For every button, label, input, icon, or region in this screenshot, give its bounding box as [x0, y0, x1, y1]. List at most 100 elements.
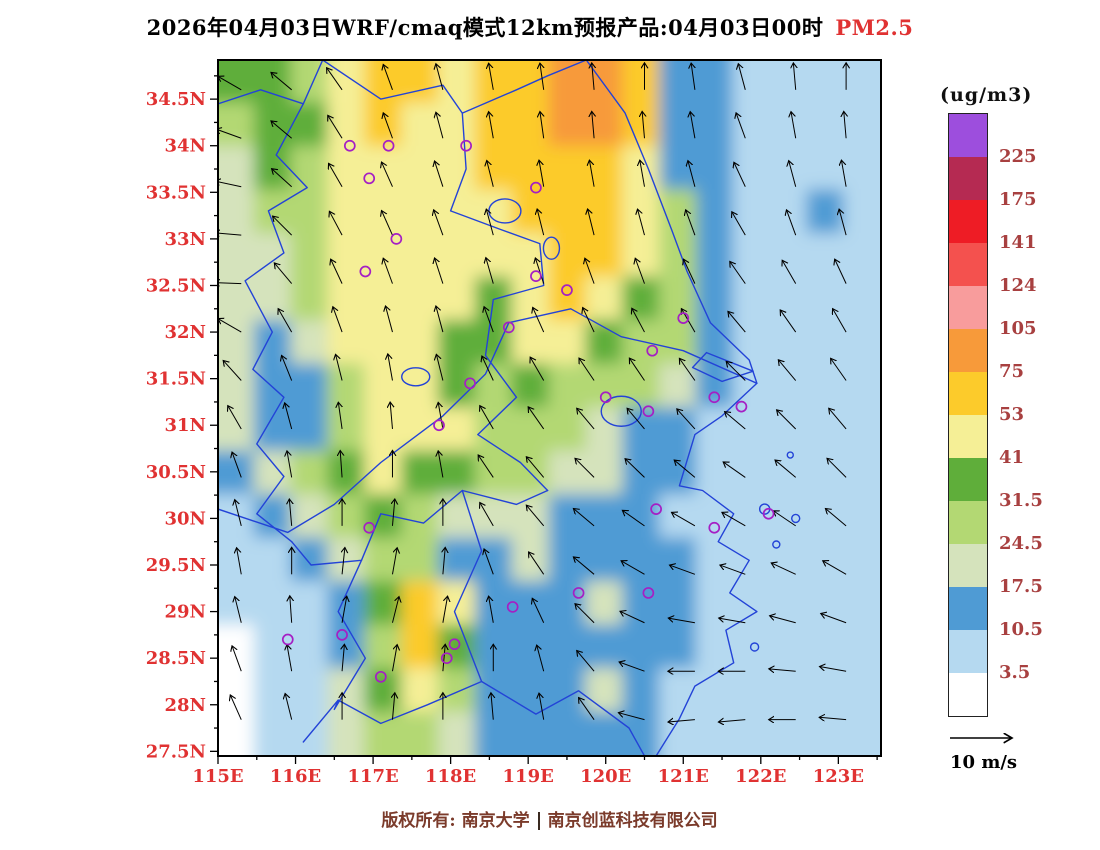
- colorbar-tick-label: 75: [999, 361, 1025, 382]
- heat-cell: [438, 320, 477, 366]
- wind-arrow-icon: [829, 408, 847, 430]
- heat-cell: [474, 233, 514, 279]
- heat-cell: [695, 581, 735, 627]
- heat-cell: [843, 102, 881, 148]
- heat-cell: [401, 276, 440, 322]
- wind-arrow-icon: [823, 561, 847, 575]
- heat-cell: [253, 537, 293, 583]
- wind-arrow-icon: [668, 618, 695, 624]
- wind-arrow-icon: [271, 121, 292, 139]
- heat-cell: [511, 624, 551, 670]
- heat-cell: [548, 320, 588, 366]
- title-species: PM2.5: [835, 15, 914, 40]
- station-marker: [433, 419, 445, 432]
- wind-arrow-icon: [271, 72, 292, 91]
- lon-axis-label: 116E: [270, 766, 321, 787]
- heat-cell: [401, 450, 440, 496]
- colorbar-swatch: [949, 415, 987, 458]
- wind-vector-layer: [218, 63, 847, 722]
- heat-cell: [769, 624, 809, 670]
- station-marker: [646, 344, 659, 357]
- station-marker: [363, 172, 376, 185]
- heat-cell: [769, 494, 809, 540]
- wind-arrow-icon: [827, 458, 847, 478]
- station-marker: [708, 521, 721, 534]
- lat-axis-label: 30.5N: [146, 462, 206, 483]
- heat-cell: [290, 320, 330, 366]
- heat-cell: [474, 320, 514, 366]
- heat-cell: [806, 407, 846, 453]
- wind-arrow-icon: [391, 597, 399, 623]
- wind-arrow-icon: [720, 565, 746, 575]
- heat-cell: [290, 668, 330, 714]
- heat-cell: [290, 276, 330, 322]
- heat-cell: [695, 102, 735, 148]
- wind-arrow-icon: [487, 161, 494, 187]
- wind-arrow-icon: [668, 720, 695, 722]
- wind-arrow-icon: [223, 360, 242, 381]
- wind-arrow-icon: [528, 407, 545, 430]
- heat-cell: [622, 581, 661, 627]
- wind-arrow-icon: [391, 645, 397, 672]
- heat-cell: [364, 146, 404, 192]
- heat-cell: [806, 537, 846, 583]
- heat-cell: [327, 320, 367, 366]
- boundary-line: [244, 103, 308, 543]
- wind-arrow-icon: [691, 63, 695, 90]
- station-marker: [650, 503, 662, 515]
- wind-arrow-icon: [771, 563, 796, 575]
- heat-cell: [548, 537, 588, 583]
- wind-arrow-icon: [592, 111, 594, 139]
- lat-axis-label: 32N: [164, 322, 206, 343]
- boundary-layer: [218, 60, 801, 756]
- copyright-company: 南京创蓝科技有限公司: [547, 811, 718, 831]
- heat-cell: [769, 146, 809, 192]
- island-outline: [749, 642, 760, 652]
- heat-cell: [511, 407, 551, 453]
- heat-cell: [438, 407, 477, 453]
- heat-cell: [364, 624, 404, 670]
- wind-arrow-icon: [640, 160, 645, 187]
- heat-cell: [695, 276, 735, 322]
- wind-arrow-icon: [775, 460, 797, 478]
- heat-cell: [548, 146, 588, 192]
- heat-cell: [401, 233, 440, 279]
- wind-arrow-icon: [820, 667, 847, 672]
- heat-cell: [695, 233, 735, 279]
- colorbar-swatch: [949, 329, 987, 372]
- wind-arrow-icon: [328, 115, 343, 139]
- heat-cell: [695, 60, 735, 105]
- wind-arrow-icon: [777, 410, 797, 430]
- heat-cell: [585, 102, 625, 148]
- heat-cell: [364, 407, 404, 453]
- heat-cell: [401, 146, 440, 192]
- heat-cell: [364, 711, 404, 756]
- heat-cell: [290, 60, 330, 105]
- boundary-line: [218, 308, 758, 534]
- heat-cell: [364, 276, 404, 322]
- lat-axis-label: 28N: [164, 695, 206, 716]
- wind-arrow-icon: [232, 646, 242, 672]
- colorbar-tick-label: 141: [999, 232, 1037, 253]
- wind-arrow-icon: [230, 695, 242, 720]
- heat-cell: [548, 189, 588, 235]
- heat-cell: [622, 363, 661, 409]
- heat-cell: [327, 407, 367, 453]
- colorbar-tick-label: 53: [999, 404, 1025, 425]
- station-marker: [374, 670, 387, 683]
- heat-cell: [218, 233, 256, 279]
- heat-cell: [218, 102, 256, 148]
- wind-arrow-icon: [723, 462, 746, 478]
- wind-arrow-icon: [579, 698, 595, 720]
- station-marker: [336, 629, 348, 641]
- heat-cell: [732, 624, 772, 670]
- heat-cell: [253, 407, 293, 453]
- title-main: 2026年04月03日WRF/cmaq模式12km预报产品:04月03日00时: [146, 15, 824, 40]
- wind-arrow-icon: [589, 160, 595, 187]
- wind-arrow-icon: [532, 598, 545, 623]
- wind-arrow-icon: [577, 408, 595, 430]
- wind-arrow-icon: [526, 457, 545, 478]
- boundary-line: [333, 559, 366, 711]
- heat-cell: [327, 276, 367, 322]
